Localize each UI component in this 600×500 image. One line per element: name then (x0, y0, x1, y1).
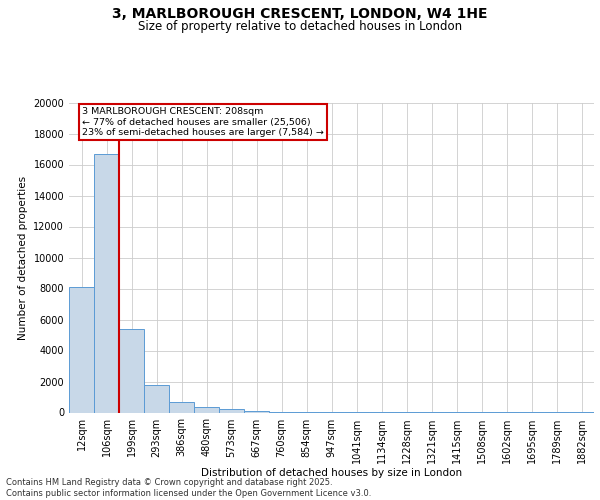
Bar (144, 384, 169, 412)
Bar (194, 407, 219, 412)
Text: Contains HM Land Registry data © Crown copyright and database right 2025.
Contai: Contains HM Land Registry data © Crown c… (6, 478, 371, 498)
Bar (244, 411, 269, 412)
X-axis label: Distribution of detached houses by size in London: Distribution of detached houses by size … (201, 468, 462, 478)
Bar (219, 410, 244, 412)
Text: 3 MARLBOROUGH CRESCENT: 208sqm
← 77% of detached houses are smaller (25,506)
23%: 3 MARLBOROUGH CRESCENT: 208sqm ← 77% of … (82, 107, 324, 137)
Bar (94, 154, 119, 412)
Y-axis label: Number of detached properties: Number of detached properties (18, 176, 28, 340)
Bar (119, 329, 144, 412)
Text: 3, MARLBOROUGH CRESCENT, LONDON, W4 1HE: 3, MARLBOROUGH CRESCENT, LONDON, W4 1HE (112, 8, 488, 22)
Bar (169, 402, 194, 412)
Text: Size of property relative to detached houses in London: Size of property relative to detached ho… (138, 20, 462, 33)
Bar (69, 287, 94, 412)
